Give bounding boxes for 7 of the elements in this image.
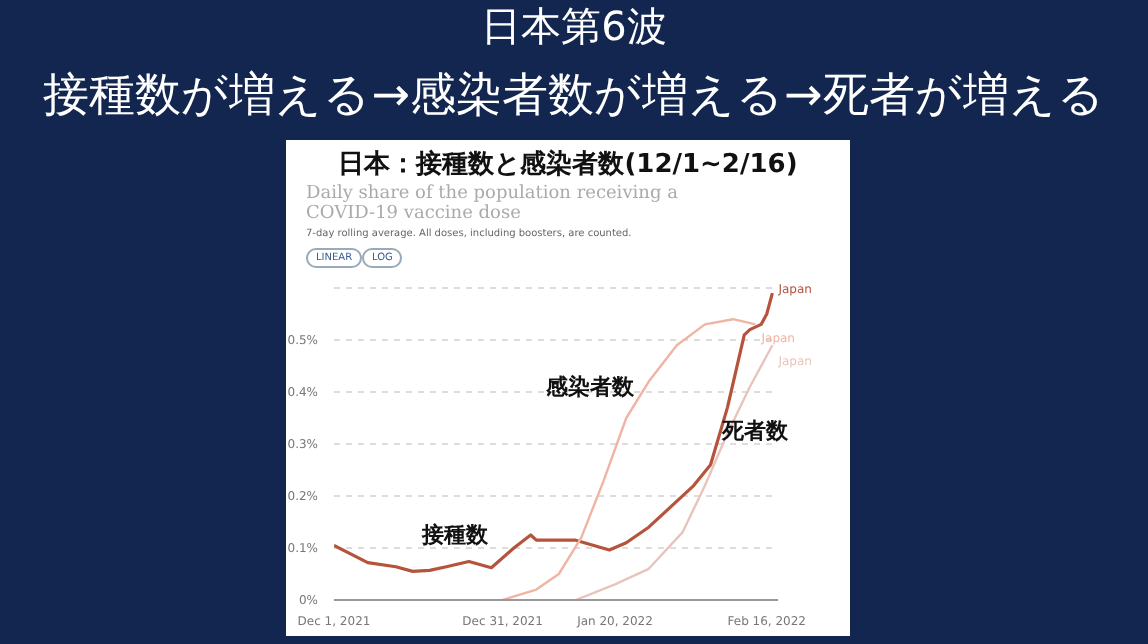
annotation: 接種数 <box>422 520 488 550</box>
annotation: 死者数 <box>722 416 788 446</box>
text: Daily share of the population receiving a COVID-19 vaccine dose <box>306 184 680 224</box>
annotation: 感染者数 <box>546 372 634 402</box>
chart-subtitle: 接種数が増える→感染者数が増える→死者が増える <box>41 68 1107 126</box>
text: 日本：接種数と感染者数(12/1~2/16) <box>336 147 800 182</box>
chart-title: 日本第6波 <box>479 0 669 54</box>
